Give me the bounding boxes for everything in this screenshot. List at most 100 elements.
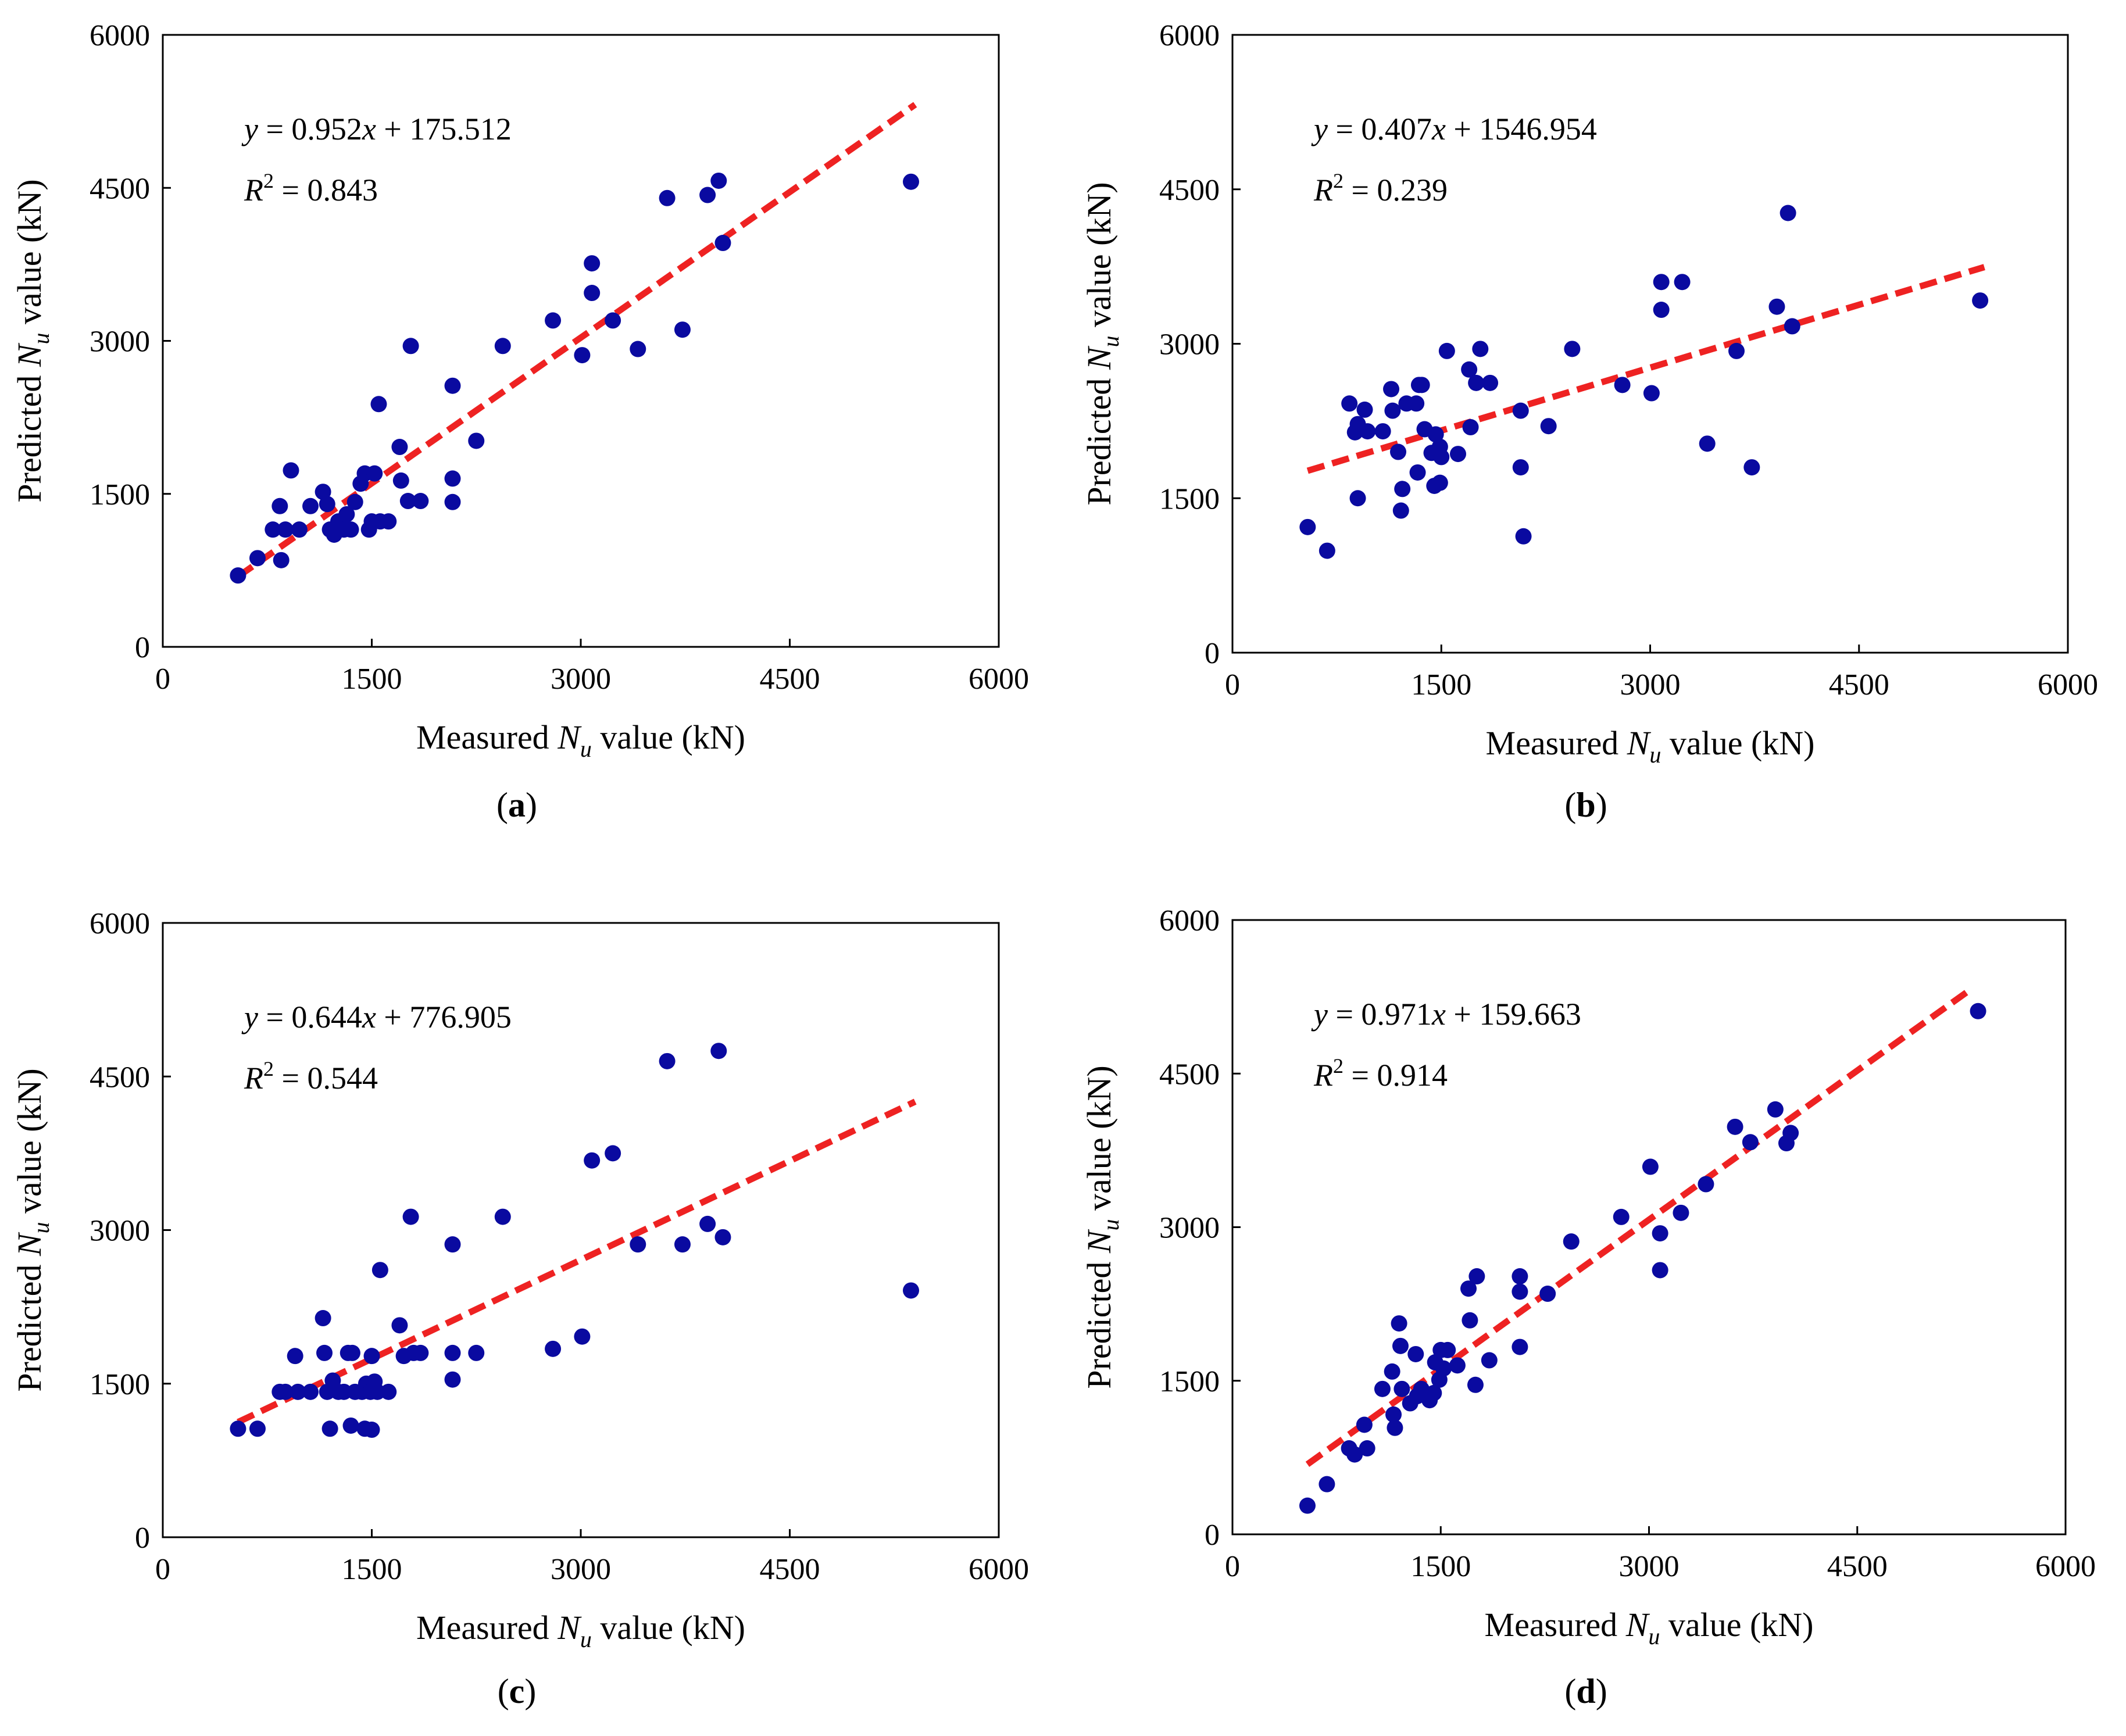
scatter-point xyxy=(1462,1312,1478,1329)
x-axis-label: Measured Nu value (kN) xyxy=(1486,724,1815,768)
scatter-point xyxy=(402,338,419,355)
y-tick-label: 0 xyxy=(135,631,150,664)
y-axis-label: Predicted Nu value (kN) xyxy=(10,179,54,502)
scatter-point xyxy=(230,1420,246,1437)
scatter-point xyxy=(1482,374,1499,391)
regression-equation: y = 0.952x + 175.512 xyxy=(241,112,512,146)
scatter-point xyxy=(1408,395,1425,412)
scatter-point xyxy=(468,432,485,449)
regression-equation: y = 0.644x + 776.905 xyxy=(241,1000,512,1035)
scatter-point xyxy=(1652,1225,1668,1242)
scatter-point xyxy=(630,341,646,357)
scatter-point xyxy=(370,396,387,413)
scatter-point xyxy=(1643,385,1660,402)
scatter-point xyxy=(392,472,409,489)
y-axis-label: Predicted Nu value (kN) xyxy=(1080,1065,1124,1388)
scatter-point xyxy=(342,521,359,538)
y-tick-label: 0 xyxy=(135,1522,150,1555)
scatter-point xyxy=(402,1208,419,1225)
y-tick-label: 1500 xyxy=(1159,482,1220,516)
scatter-point xyxy=(1698,1176,1714,1193)
scatter-point xyxy=(699,1215,716,1232)
scatter-point xyxy=(369,1383,386,1400)
scatter-point xyxy=(1449,446,1466,463)
scatter-point xyxy=(1435,1360,1452,1377)
scatter-point xyxy=(391,439,408,456)
scatter-point xyxy=(903,1282,920,1299)
y-tick-label: 4500 xyxy=(90,1061,150,1094)
scatter-point xyxy=(545,1340,562,1357)
scatter-point xyxy=(584,255,601,272)
scatter-point xyxy=(710,1043,727,1060)
scatter-point xyxy=(380,1383,397,1400)
scatter-point xyxy=(1512,1283,1528,1300)
scatter-point xyxy=(412,493,429,510)
scatter-point xyxy=(444,470,461,487)
scatter-point xyxy=(342,1417,359,1434)
scatter-point xyxy=(1563,1233,1580,1250)
x-tick-label: 4500 xyxy=(760,663,820,696)
scatter-point xyxy=(1540,418,1557,435)
scatter-point xyxy=(1385,1406,1402,1423)
x-tick-label: 1500 xyxy=(342,663,402,696)
scatter-point xyxy=(545,312,562,329)
scatter-point xyxy=(903,173,920,190)
x-tick-label: 3000 xyxy=(1620,668,1681,701)
scatter-point xyxy=(1359,423,1376,440)
scatter-point xyxy=(1383,381,1400,398)
scatter-point xyxy=(321,1420,338,1437)
y-axis-label: Predicted Nu value (kN) xyxy=(1080,182,1124,505)
panel-label: (a) xyxy=(496,786,537,824)
scatter-point xyxy=(674,321,691,338)
scatter-point xyxy=(1742,1134,1759,1151)
y-tick-label: 6000 xyxy=(90,907,150,940)
scatter-point xyxy=(1356,401,1373,418)
scatter-point xyxy=(1384,1363,1400,1380)
y-tick-label: 6000 xyxy=(1159,904,1220,937)
scatter-point xyxy=(1472,341,1489,357)
x-tick-label: 6000 xyxy=(969,663,1029,696)
r-squared: R2 = 0.843 xyxy=(244,169,378,207)
y-tick-label: 0 xyxy=(1205,1519,1220,1552)
scatter-point xyxy=(1784,318,1800,335)
scatter-point xyxy=(391,1317,408,1334)
scatter-point xyxy=(1972,292,1989,309)
scatter-point xyxy=(230,567,246,584)
scatter-point xyxy=(1653,302,1670,318)
scatter-point xyxy=(344,1344,360,1361)
y-tick-label: 3000 xyxy=(1159,328,1220,361)
x-tick-label: 1500 xyxy=(1410,1550,1471,1583)
scatter-point xyxy=(412,1344,429,1361)
x-tick-label: 1500 xyxy=(1411,668,1471,701)
x-tick-label: 4500 xyxy=(760,1553,820,1586)
scatter-point xyxy=(584,1152,601,1169)
scatter-point xyxy=(319,496,335,513)
scatter-point xyxy=(1768,298,1785,315)
scatter-point xyxy=(699,187,716,203)
scatter-point xyxy=(273,552,290,568)
x-tick-label: 0 xyxy=(155,663,170,696)
scatter-point xyxy=(494,338,511,355)
panel-label: (c) xyxy=(498,1672,537,1710)
scatter-point xyxy=(271,497,288,514)
panel-label: (b) xyxy=(1564,786,1607,824)
scatter-point xyxy=(1613,1208,1630,1225)
y-tick-label: 1500 xyxy=(1159,1365,1220,1398)
scatter-point xyxy=(1374,423,1391,440)
scatter-point xyxy=(1767,1101,1784,1118)
scatter-point xyxy=(1515,528,1532,545)
scatter-point xyxy=(302,1383,319,1400)
regression-equation: y = 0.407x + 1546.954 xyxy=(1311,112,1597,146)
scatter-point xyxy=(1299,518,1316,535)
scatter-point xyxy=(444,1344,461,1361)
scatter-point xyxy=(1461,361,1478,378)
y-tick-label: 0 xyxy=(1205,637,1220,670)
scatter-point xyxy=(1356,1416,1373,1433)
scatter-point xyxy=(1512,1268,1528,1285)
scatter-point xyxy=(674,1236,691,1253)
r-squared: R2 = 0.239 xyxy=(1313,169,1448,207)
scatter-point xyxy=(1512,1338,1528,1355)
x-tick-label: 1500 xyxy=(342,1553,402,1586)
r-squared: R2 = 0.914 xyxy=(1313,1054,1448,1093)
scatter-point xyxy=(1467,1376,1484,1393)
